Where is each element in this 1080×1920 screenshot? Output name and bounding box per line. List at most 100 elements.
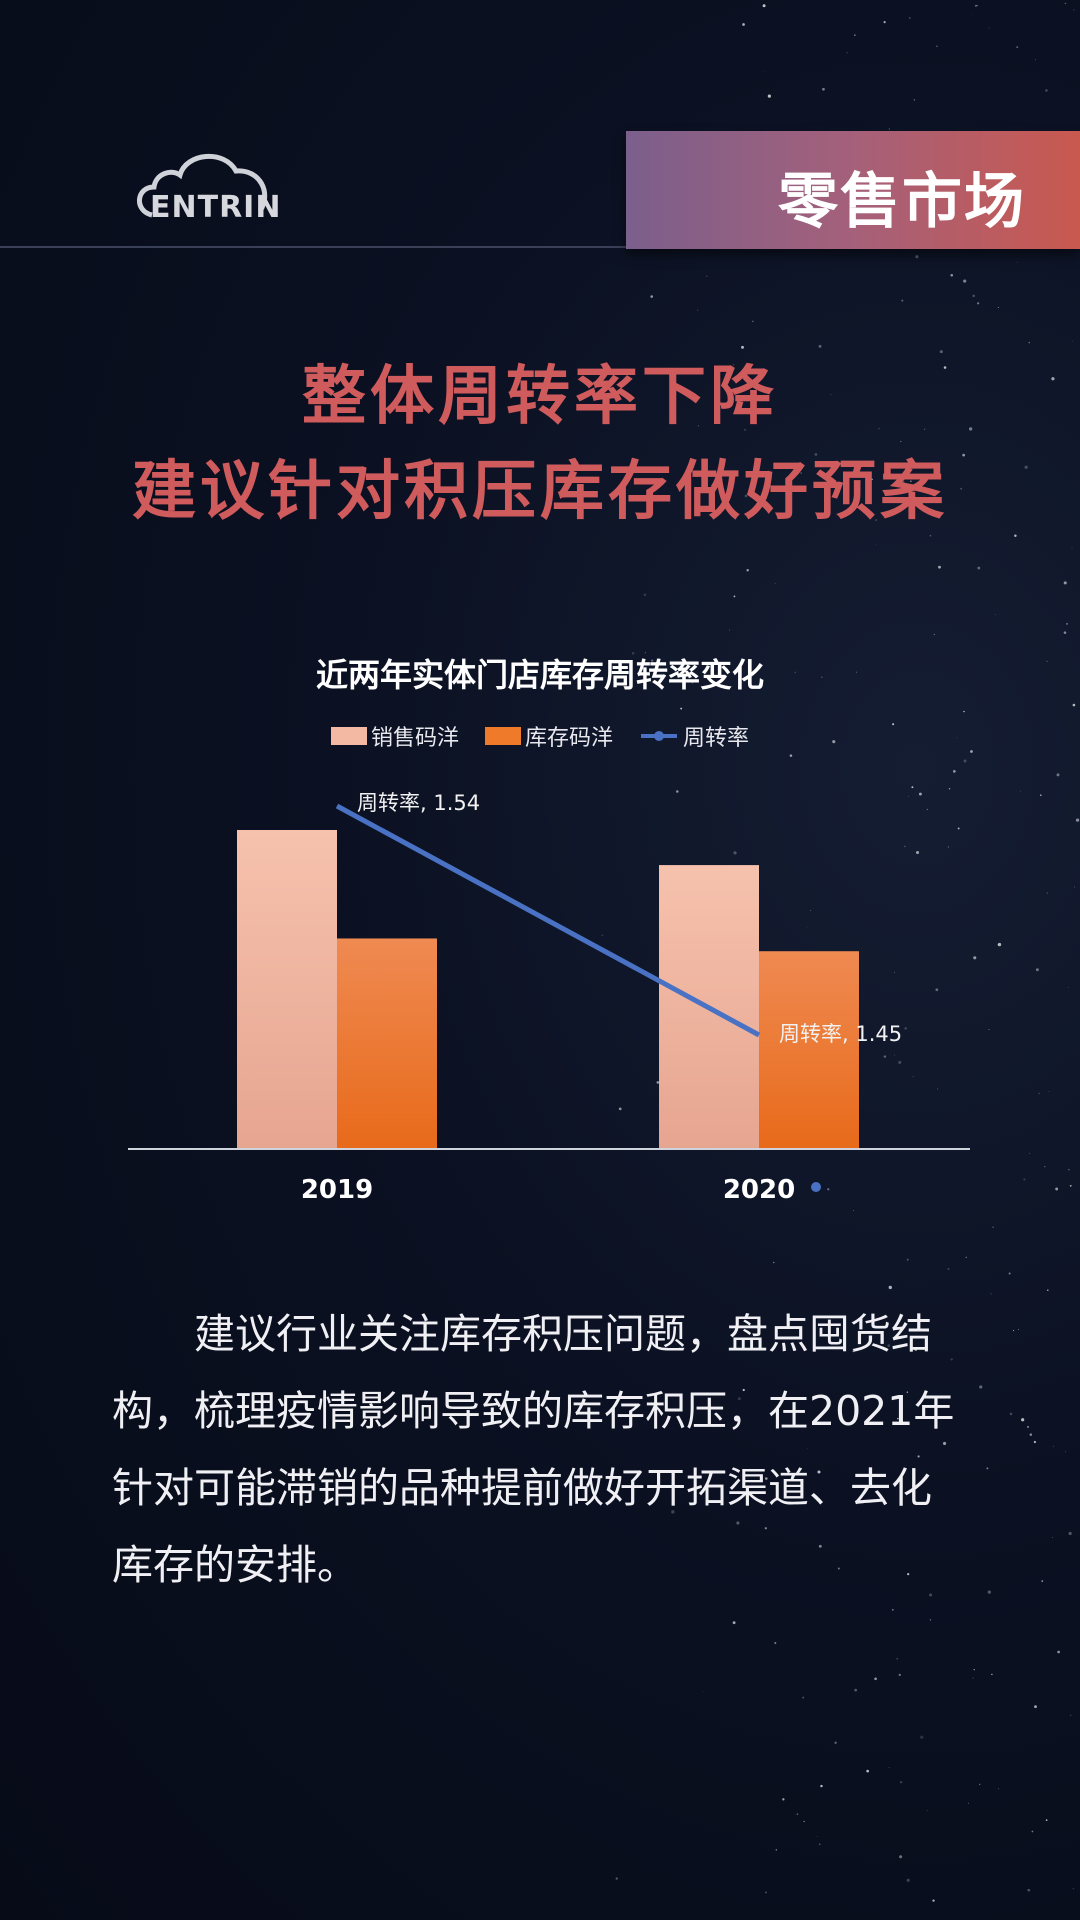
legend-item-stock: 库存码洋 <box>484 720 613 752</box>
star <box>920 1735 924 1739</box>
star <box>998 1788 999 1790</box>
star <box>897 1417 899 1420</box>
star <box>906 1258 909 1261</box>
star <box>803 1820 805 1823</box>
star <box>990 1293 992 1295</box>
star <box>1008 1272 1011 1275</box>
star <box>929 1619 932 1621</box>
star <box>671 1510 675 1514</box>
star <box>782 1798 785 1801</box>
star <box>856 671 857 673</box>
star <box>733 851 737 855</box>
star <box>1068 1168 1070 1171</box>
star <box>888 1285 892 1290</box>
star <box>651 659 654 662</box>
star <box>1027 1888 1031 1892</box>
star <box>817 1470 821 1474</box>
star <box>1072 703 1076 707</box>
star <box>796 1813 799 1815</box>
star <box>821 676 823 678</box>
star <box>818 344 822 348</box>
star <box>830 394 832 395</box>
star <box>898 1673 901 1676</box>
star <box>822 87 825 91</box>
star <box>1056 773 1060 777</box>
star <box>1023 1178 1026 1181</box>
star <box>906 1878 910 1882</box>
star <box>988 1029 990 1030</box>
star <box>901 481 905 484</box>
star <box>896 1657 899 1660</box>
star <box>1012 1330 1015 1332</box>
star <box>894 1054 895 1056</box>
star <box>732 1621 736 1625</box>
star <box>821 1123 823 1125</box>
star <box>917 1455 920 1458</box>
star <box>834 1741 837 1744</box>
star <box>724 952 727 955</box>
star <box>929 534 932 537</box>
star <box>1075 818 1080 822</box>
star <box>995 613 997 615</box>
legend-label: 库存码洋 <box>524 726 613 751</box>
star <box>859 480 861 482</box>
star <box>939 350 943 354</box>
star <box>775 1849 777 1851</box>
star <box>1055 1187 1059 1191</box>
star <box>1067 987 1069 989</box>
star <box>1038 1092 1040 1095</box>
star <box>970 750 973 753</box>
star <box>712 1424 716 1428</box>
star <box>846 52 848 54</box>
star <box>618 1107 622 1111</box>
legend-swatch <box>484 727 521 745</box>
star <box>875 544 877 546</box>
star <box>789 754 793 757</box>
star <box>764 1527 767 1530</box>
star <box>1031 1830 1034 1833</box>
star <box>1029 1433 1033 1436</box>
star <box>1024 465 1028 469</box>
star <box>937 1088 939 1090</box>
star <box>950 1358 953 1361</box>
star <box>911 786 914 789</box>
star <box>936 45 938 48</box>
star <box>744 428 746 431</box>
star <box>938 565 941 569</box>
star <box>971 14 973 16</box>
star <box>924 428 926 430</box>
star <box>898 1060 902 1064</box>
star <box>899 1855 903 1859</box>
star <box>910 480 912 483</box>
star <box>918 792 922 796</box>
star <box>794 671 796 673</box>
star <box>684 492 687 495</box>
star <box>963 759 967 763</box>
star <box>797 976 802 980</box>
star <box>883 1039 885 1041</box>
star <box>973 956 977 960</box>
star <box>1065 1451 1066 1453</box>
header-divider <box>0 246 1080 248</box>
star <box>650 295 654 298</box>
star <box>866 1769 870 1773</box>
star <box>782 1012 784 1014</box>
star <box>644 652 646 654</box>
star <box>1071 547 1073 549</box>
star <box>750 1114 753 1118</box>
star <box>741 345 744 349</box>
star <box>912 1076 914 1078</box>
star <box>957 827 960 830</box>
star <box>947 846 949 848</box>
star <box>1034 59 1036 61</box>
star <box>845 979 847 981</box>
star <box>878 427 880 430</box>
star <box>1009 1412 1013 1416</box>
star <box>1046 1289 1049 1292</box>
star <box>1035 968 1039 972</box>
star <box>656 1081 660 1084</box>
svg-text:ENTRIN: ENTRIN <box>150 190 281 225</box>
star <box>967 1802 969 1804</box>
star <box>1039 794 1042 797</box>
